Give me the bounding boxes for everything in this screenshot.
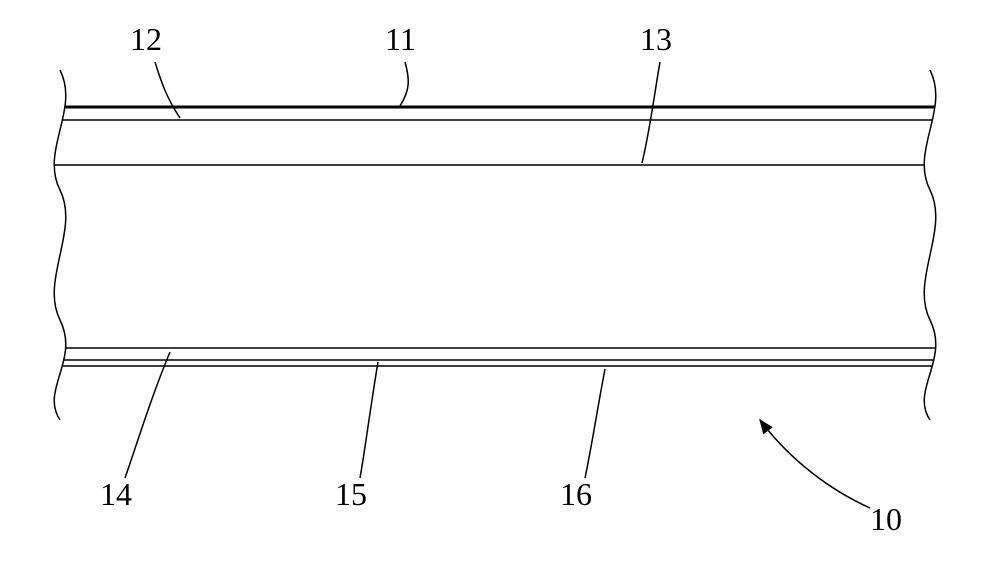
- label-11: 11: [385, 21, 416, 57]
- label-10: 10: [870, 501, 902, 537]
- lead-13: [642, 62, 660, 163]
- lead-11: [400, 62, 408, 106]
- wavy-left: [54, 70, 66, 420]
- label-13: 13: [640, 21, 672, 57]
- lead-10: [760, 420, 870, 508]
- wavy-right: [924, 70, 936, 420]
- labels: 11 12 13 14 15 16 10: [100, 21, 902, 537]
- leadlines: [125, 62, 870, 508]
- layer-body: [20, 107, 980, 366]
- lead-15: [360, 362, 378, 478]
- label-12: 12: [130, 21, 162, 57]
- lead-12: [155, 62, 180, 118]
- label-15: 15: [335, 476, 367, 512]
- diagram-svg: 11 12 13 14 15 16 10: [0, 0, 1000, 566]
- label-16: 16: [560, 476, 592, 512]
- lead-16: [585, 369, 605, 478]
- label-14: 14: [100, 476, 132, 512]
- lead-14: [125, 352, 170, 478]
